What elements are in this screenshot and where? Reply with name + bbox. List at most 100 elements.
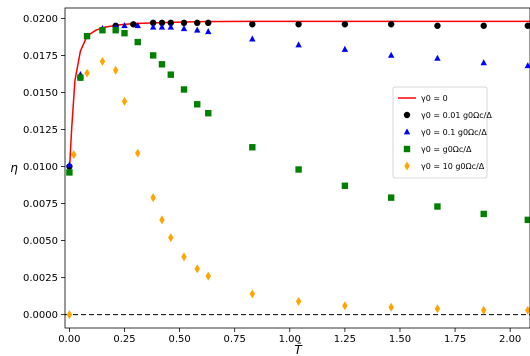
data-point [249, 289, 256, 299]
data-point [121, 22, 128, 29]
data-point [205, 271, 211, 281]
legend: γ0 = 0 γ0 = 0.01 g0Ωc/Δ γ0 = 0.1 g0Ωc/Δ γ0 … [392, 86, 492, 179]
data-point [77, 74, 84, 81]
y-tick-label: 0.0175 [23, 51, 58, 62]
data-point [66, 161, 73, 168]
x-tick-label: 2.00 [499, 334, 521, 345]
data-point [525, 305, 530, 315]
y-axis-label: η [10, 161, 18, 175]
series-4 [66, 56, 530, 320]
data-point [84, 68, 90, 78]
data-point [99, 27, 106, 34]
y-tick-label: 0.0000 [23, 310, 58, 321]
data-point [158, 61, 166, 68]
data-point [181, 252, 187, 262]
x-tick-label: 0.25 [113, 334, 135, 345]
data-point [295, 21, 302, 28]
x-axis-label: T̄ [294, 343, 303, 356]
y-tick-label: 0.0025 [23, 273, 58, 284]
data-point [134, 38, 141, 46]
y-tick-label: 0.0125 [23, 125, 58, 136]
data-point [167, 71, 174, 78]
legend-label: γ0 = 10 g0Ωc/Δ [421, 162, 485, 171]
legend-label: γ0 = 0.1 g0Ωc/Δ [421, 128, 487, 137]
data-point [342, 301, 348, 311]
data-point [158, 23, 166, 30]
data-point [194, 19, 201, 27]
x-tick-label: 0.00 [58, 334, 80, 345]
plot-frame [64, 7, 530, 329]
data-point [180, 25, 188, 32]
legend-label: γ0 = 0 [421, 94, 448, 103]
data-point [83, 32, 91, 40]
x-tick-label: 1.25 [334, 334, 356, 345]
data-point [524, 62, 530, 69]
data-point [121, 29, 128, 37]
data-point [249, 21, 256, 28]
data-point [150, 193, 156, 203]
data-point [387, 194, 395, 201]
data-point [71, 150, 77, 160]
legend-box [392, 86, 488, 179]
data-point [112, 65, 119, 75]
x-tick-label: 1.75 [444, 334, 466, 345]
data-point [66, 169, 73, 176]
data-point [159, 215, 165, 225]
data-point [387, 21, 395, 28]
y-axis: 0.0000 0.0025 0.0050 0.0075 0.0100 0.0125 0.01… [23, 14, 65, 321]
legend-swatch [403, 145, 411, 153]
x-tick-label: 1.50 [389, 334, 411, 345]
data-point [434, 22, 441, 29]
data-point [149, 19, 157, 27]
data-point [295, 41, 302, 48]
data-point [249, 144, 256, 151]
data-point [249, 35, 256, 42]
data-point [194, 264, 200, 274]
data-point [480, 210, 487, 218]
x-axis: 0.00 0.25 0.50 0.75 1.00 1.25 1.50 1.75 2.00 [58, 328, 521, 345]
data-point [168, 233, 174, 243]
legend-label: γ0 = g0Ωc/Δ [421, 145, 472, 154]
data-point [388, 302, 394, 312]
data-point [480, 22, 487, 29]
data-point [387, 51, 395, 58]
data-point [434, 54, 441, 61]
data-point [180, 86, 188, 93]
y-tick-label: 0.0050 [23, 236, 58, 247]
data-point [341, 45, 349, 52]
legend-swatch [403, 111, 411, 119]
data-point [135, 148, 141, 158]
y-tick-label: 0.0075 [23, 199, 58, 210]
data-point [524, 216, 530, 224]
plot-area [64, 7, 530, 329]
data-point [481, 305, 487, 315]
legend-swatch [403, 128, 411, 135]
data-point [194, 26, 201, 33]
data-point [524, 22, 530, 29]
data-point [194, 101, 201, 108]
data-point [434, 304, 441, 314]
legend-label: γ0 = 0.01 g0Ωc/Δ [421, 111, 492, 120]
y-tick-label: 0.0200 [23, 14, 58, 25]
data-point [480, 59, 487, 66]
data-point [121, 96, 128, 106]
data-point [149, 52, 157, 59]
data-point [205, 109, 212, 117]
data-point [167, 23, 174, 30]
data-point [205, 28, 212, 35]
x-tick-label: 0.75 [224, 334, 246, 345]
legend-swatch [404, 161, 410, 171]
data-point [158, 19, 166, 27]
data-point [341, 182, 349, 189]
data-point [99, 56, 106, 66]
data-point [434, 203, 441, 210]
data-point [341, 21, 349, 28]
series-3 [66, 27, 530, 224]
data-point [180, 19, 188, 27]
data-point [295, 296, 302, 306]
y-tick-label: 0.0100 [23, 162, 58, 173]
data-point [205, 19, 212, 27]
data-point [167, 19, 174, 27]
x-tick-label: 1.00 [279, 334, 301, 345]
